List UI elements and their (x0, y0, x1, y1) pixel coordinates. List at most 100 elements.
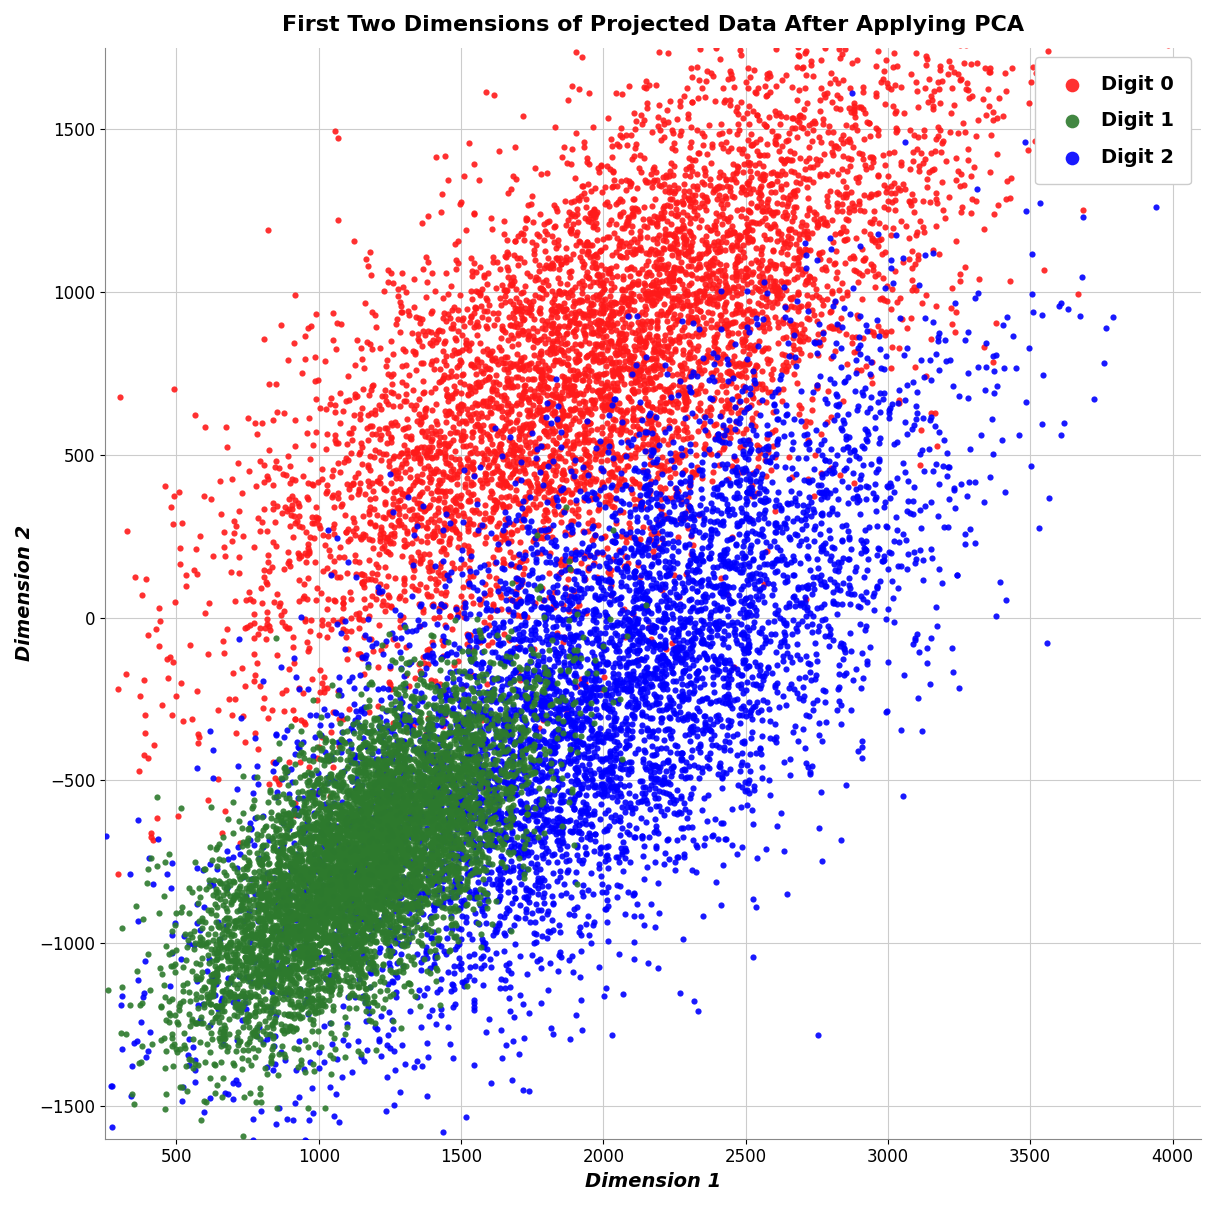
Digit 1 (330, 977, 349, 996)
Digit 0 (488, 384, 507, 403)
Digit 0 (499, 414, 518, 433)
Digit 2 (709, 765, 728, 784)
Digit 0 (455, 166, 474, 186)
Digit 0 (593, 364, 613, 384)
Digit 2 (432, 878, 451, 897)
Digit 2 (415, 759, 434, 778)
Digit 2 (413, 918, 433, 937)
Digit 1 (229, 866, 248, 885)
Digit 0 (354, 525, 373, 544)
Digit 1 (367, 874, 387, 894)
Digit 1 (415, 784, 434, 803)
Digit 0 (531, 409, 551, 428)
Digit 1 (317, 906, 337, 925)
Digit 0 (550, 416, 569, 435)
Digit 0 (479, 455, 499, 474)
Digit 2 (582, 804, 602, 824)
Digit 0 (706, 277, 726, 297)
Digit 1 (319, 808, 338, 827)
Digit 2 (479, 841, 499, 860)
Digit 1 (270, 851, 289, 871)
Digit 1 (471, 924, 490, 943)
Digit 0 (648, 107, 668, 127)
Digit 0 (717, 315, 737, 334)
Digit 0 (429, 470, 449, 490)
Digit 1 (339, 953, 359, 972)
Digit 0 (465, 466, 484, 485)
Digit 0 (957, 74, 976, 93)
Digit 2 (565, 703, 585, 722)
Digit 1 (322, 979, 342, 999)
Digit 1 (395, 898, 415, 918)
Digit 1 (184, 1029, 203, 1048)
Digit 1 (496, 706, 516, 725)
Digit 2 (418, 728, 438, 748)
Digit 2 (447, 859, 467, 878)
Digit 0 (694, 158, 714, 177)
Digit 0 (886, 118, 906, 137)
Digit 0 (742, 219, 761, 239)
Digit 0 (559, 361, 579, 380)
Digit 1 (461, 757, 480, 777)
Digit 2 (511, 859, 530, 878)
Digit 1 (375, 854, 394, 873)
Digit 2 (495, 560, 514, 579)
Digit 1 (192, 962, 212, 982)
Digit 1 (253, 835, 272, 854)
Digit 1 (360, 826, 379, 845)
Digit 1 (496, 742, 516, 761)
Digit 0 (720, 221, 739, 240)
Digit 0 (604, 455, 624, 474)
Digit 0 (671, 384, 691, 403)
Digit 2 (547, 575, 567, 595)
Digit 2 (675, 768, 694, 788)
Digit 0 (683, 462, 703, 481)
Digit 0 (713, 345, 732, 364)
Digit 2 (292, 607, 311, 626)
Digit 2 (828, 396, 848, 415)
Digit 0 (441, 403, 461, 422)
Digit 1 (293, 936, 313, 955)
Digit 1 (426, 784, 445, 803)
Digit 1 (373, 767, 393, 786)
Digit 0 (761, 276, 781, 295)
Digit 2 (634, 679, 653, 698)
Digit 1 (270, 946, 289, 965)
Digit 1 (438, 750, 457, 769)
Digit 0 (776, 164, 795, 183)
Digit 2 (759, 452, 778, 472)
Digit 1 (512, 745, 531, 765)
Digit 0 (237, 617, 257, 637)
Digit 1 (422, 813, 441, 832)
Digit 0 (648, 283, 668, 303)
Digit 2 (758, 423, 777, 443)
Digit 1 (517, 829, 536, 848)
Digit 0 (783, 182, 803, 201)
Digit 0 (579, 521, 598, 540)
Digit 2 (773, 412, 793, 432)
Digit 0 (705, 240, 725, 259)
Digit 1 (371, 971, 390, 990)
Digit 2 (591, 568, 610, 587)
Digit 0 (724, 154, 743, 174)
Digit 1 (311, 825, 331, 844)
Digit 1 (389, 961, 409, 980)
Digit 0 (433, 634, 452, 654)
Digit 1 (213, 827, 232, 847)
Digit 0 (708, 315, 727, 334)
Digit 2 (793, 503, 812, 522)
Digit 2 (368, 578, 388, 597)
Digit 1 (202, 952, 221, 971)
Digit 0 (554, 317, 574, 336)
Digit 2 (871, 428, 890, 447)
Digit 2 (271, 1042, 291, 1061)
Digit 2 (424, 956, 444, 976)
Digit 0 (710, 124, 730, 144)
Digit 1 (320, 826, 339, 845)
Digit 1 (422, 761, 441, 780)
Digit 1 (358, 943, 377, 962)
Digit 0 (692, 172, 711, 192)
Digit 0 (376, 494, 395, 514)
Digit 2 (525, 704, 545, 724)
Digit 0 (1015, 23, 1035, 42)
